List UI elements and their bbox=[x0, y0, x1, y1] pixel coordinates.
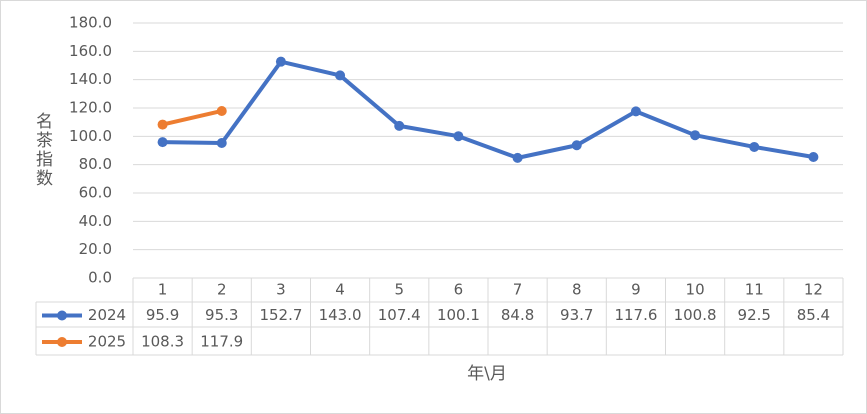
x-tick-label: 5 bbox=[394, 281, 404, 299]
table-value: 107.4 bbox=[378, 306, 421, 324]
table-value: 117.6 bbox=[614, 306, 657, 324]
table-value: 95.9 bbox=[146, 306, 179, 324]
y-tick-label: 160.0 bbox=[69, 42, 112, 60]
data-point bbox=[275, 56, 286, 67]
x-tick-label: 6 bbox=[454, 281, 464, 299]
x-tick-label: 3 bbox=[276, 281, 286, 299]
data-point bbox=[157, 137, 168, 148]
x-axis-title: 年\月 bbox=[467, 364, 507, 384]
table-value: 152.7 bbox=[259, 306, 302, 324]
x-tick-label: 4 bbox=[335, 281, 345, 299]
y-tick-label: 60.0 bbox=[79, 184, 112, 202]
data-point bbox=[453, 131, 464, 142]
data-point bbox=[216, 105, 227, 116]
x-tick-label: 1 bbox=[158, 281, 168, 299]
table-value: 93.7 bbox=[560, 306, 593, 324]
y-tick-label: 180.0 bbox=[69, 14, 112, 32]
y-tick-label: 120.0 bbox=[69, 99, 112, 117]
table-value: 95.3 bbox=[205, 306, 238, 324]
table-value: 100.1 bbox=[437, 306, 480, 324]
data-point bbox=[157, 119, 168, 130]
table-value: 108.3 bbox=[141, 333, 184, 351]
data-point bbox=[630, 106, 641, 117]
y-tick-label: 20.0 bbox=[79, 240, 112, 258]
legend-marker bbox=[57, 310, 67, 321]
y-tick-label: 140.0 bbox=[69, 70, 112, 88]
data-point bbox=[335, 70, 346, 81]
data-point bbox=[512, 152, 523, 163]
data-point bbox=[394, 120, 405, 131]
table-value: 143.0 bbox=[319, 306, 362, 324]
table-value: 85.4 bbox=[797, 306, 830, 324]
legend-marker bbox=[57, 337, 67, 347]
series-line bbox=[162, 109, 223, 127]
x-tick-label: 7 bbox=[513, 281, 523, 299]
table-value: 84.8 bbox=[501, 306, 534, 324]
y-tick-label: 80.0 bbox=[79, 155, 112, 173]
data-point bbox=[690, 130, 701, 141]
x-tick-label: 2 bbox=[217, 281, 227, 299]
table-value: 92.5 bbox=[738, 306, 771, 324]
x-tick-label: 12 bbox=[804, 281, 823, 299]
y-tick-label: 40.0 bbox=[79, 212, 112, 230]
x-tick-label: 11 bbox=[745, 281, 764, 299]
data-point bbox=[749, 141, 760, 152]
series-line bbox=[162, 59, 814, 160]
data-point bbox=[808, 152, 819, 163]
legend-label: 2025 bbox=[88, 333, 126, 351]
y-tick-label: 0.0 bbox=[88, 269, 112, 287]
x-tick-label: 8 bbox=[572, 281, 582, 299]
data-point bbox=[571, 140, 582, 151]
x-tick-label: 9 bbox=[631, 281, 641, 299]
table-value: 117.9 bbox=[200, 333, 243, 351]
table-value: 100.8 bbox=[674, 306, 717, 324]
x-tick-label: 10 bbox=[686, 281, 705, 299]
legend-label: 2024 bbox=[88, 306, 126, 324]
data-point bbox=[216, 137, 227, 148]
y-axis-title: 名茶指数 bbox=[32, 112, 53, 188]
y-tick-label: 100.0 bbox=[69, 127, 112, 145]
